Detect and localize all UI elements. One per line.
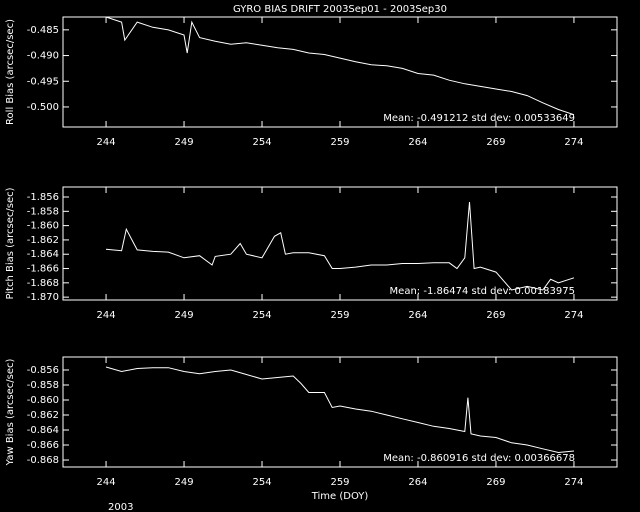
x-tick-label: 249 xyxy=(174,137,193,148)
x-tick-label: 244 xyxy=(97,137,116,148)
x-tick-label: 249 xyxy=(174,477,193,488)
y-tick-label: -0.862 xyxy=(27,410,59,421)
x-tick-label: 259 xyxy=(330,137,349,148)
y-tick-label: -0.868 xyxy=(27,455,59,466)
y-tick-label: -0.858 xyxy=(27,380,59,391)
y-axis-label: Roll Bias (arcsec/sec) xyxy=(5,19,16,125)
x-tick-label: 274 xyxy=(564,137,583,148)
x-tick-label: 274 xyxy=(564,310,583,321)
y-tick-label: -0.490 xyxy=(27,51,59,62)
x-tick-label: 244 xyxy=(97,310,116,321)
y-tick-label: -1.862 xyxy=(27,235,59,246)
x-tick-label: 259 xyxy=(330,310,349,321)
x-tick-label: 274 xyxy=(564,477,583,488)
y-tick-label: -1.856 xyxy=(27,192,59,203)
data-line xyxy=(105,201,575,291)
y-tick-label: -1.870 xyxy=(27,292,59,303)
y-tick-label: -1.866 xyxy=(27,264,59,275)
x-tick-label: 264 xyxy=(408,310,427,321)
data-line xyxy=(105,366,575,454)
x-tick-label: 249 xyxy=(174,310,193,321)
annotation: Mean: -0.491212 std dev: 0.00533649 xyxy=(383,113,575,124)
y-tick-label: -0.866 xyxy=(27,440,59,451)
y-tick-label: -1.868 xyxy=(27,278,59,289)
year-label: 2003 xyxy=(108,502,133,512)
y-tick-label: -1.860 xyxy=(27,221,59,232)
x-tick-label: 254 xyxy=(252,477,271,488)
x-tick-label: 254 xyxy=(252,137,271,148)
x-tick-label: 269 xyxy=(486,137,505,148)
y-tick-label: -0.864 xyxy=(27,425,59,436)
y-tick-label: -0.500 xyxy=(27,102,59,113)
x-tick-label: 264 xyxy=(408,137,427,148)
x-tick-label: 269 xyxy=(486,310,505,321)
y-axis-label: Pitch Bias (arcsec/sec) xyxy=(5,187,16,299)
x-tick-label: 264 xyxy=(408,477,427,488)
chart-title: GYRO BIAS DRIFT 2003Sep01 - 2003Sep30 xyxy=(233,4,447,15)
x-tick-label: 254 xyxy=(252,310,271,321)
y-tick-label: -0.856 xyxy=(27,365,59,376)
y-tick-label: -0.860 xyxy=(27,395,59,406)
y-axis-label: Yaw Bias (arcsec/sec) xyxy=(5,359,16,467)
x-axis-label: Time (DOY) xyxy=(311,491,369,502)
y-tick-label: -0.495 xyxy=(27,76,59,87)
data-line xyxy=(105,16,575,116)
annotation: Mean: -1.86474 std dev: 0.00183975 xyxy=(390,286,575,297)
x-tick-label: 269 xyxy=(486,477,505,488)
y-tick-label: -0.485 xyxy=(27,25,59,36)
x-tick-label: 244 xyxy=(97,477,116,488)
y-tick-label: -1.858 xyxy=(27,206,59,217)
x-tick-label: 259 xyxy=(330,477,349,488)
y-tick-label: -1.864 xyxy=(27,249,59,260)
annotation: Mean: -0.860916 std dev: 0.00366678 xyxy=(383,453,575,464)
